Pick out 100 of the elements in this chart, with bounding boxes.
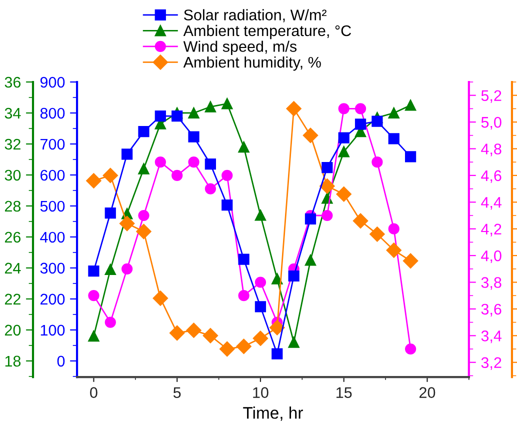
y3-tick-label: 3,2 [481,357,502,370]
point [88,330,100,342]
y3-tick-label: 4,4 [481,197,502,210]
point [138,210,150,222]
point [338,146,350,158]
point [122,263,133,274]
point [220,341,235,357]
point [86,173,102,188]
x-tick-label: 5 [173,387,181,398]
point [404,100,416,111]
point [222,199,233,211]
point [304,213,316,225]
y2-tick-label: 28 [4,200,21,212]
point [172,170,183,181]
point [188,107,200,119]
y2-tick-label: 36 [4,76,21,88]
y-tick-label: 500 [40,200,65,212]
point [370,226,385,242]
point [138,126,150,138]
point [286,101,302,116]
point [88,265,100,277]
legend-label: Ambient temperature, °C [183,24,352,40]
point [352,213,368,228]
x-tick-label: 10 [253,387,268,398]
point [272,348,283,360]
y-tick-label: 300 [40,262,65,274]
legend-label: Wind speed, m/s [183,40,297,55]
point [104,264,116,276]
point [186,322,202,338]
y2-tick-label: 22 [4,294,20,304]
point [372,116,383,127]
point [170,325,185,341]
point [338,103,350,114]
y-tick-label: 200 [40,294,65,305]
y3-tick-label: 4,6 [481,170,502,183]
y3-tick-label: 3,4 [481,330,502,344]
point [254,210,266,221]
point [288,270,300,282]
point [388,107,400,119]
y-tick-label: 800 [40,108,65,119]
point [152,290,168,306]
point [104,316,116,328]
point [154,156,166,168]
point [204,158,216,170]
point [204,183,216,194]
point [404,343,416,355]
point [304,254,316,266]
point [138,163,150,174]
x-tick-label: 20 [420,387,436,398]
y2-tick-label: 26 [4,232,21,243]
point [270,320,285,336]
point [222,170,233,181]
point [320,178,335,194]
point [336,186,352,202]
point [202,328,218,344]
point [172,110,183,122]
y3-tick-label: 3,8 [481,277,502,290]
y2-tick-label: 18 [5,356,21,367]
point [154,110,166,122]
y2-tick-label: 24 [4,262,21,274]
point [222,98,233,110]
point [238,142,250,153]
y3-tick-label: 4,8 [481,144,502,156]
point [252,330,268,346]
y-tick-label: 700 [40,138,65,150]
point [288,336,300,348]
point [322,210,333,222]
point [404,151,416,162]
point [104,208,116,219]
point [119,216,135,232]
legend-label: Ambient humidity, % [183,56,321,71]
y2-tick-label: 32 [4,138,20,150]
y2-tick-label: 34 [4,108,21,119]
y-tick-label: 400 [40,232,65,243]
y-tick-label: 600 [40,170,65,181]
point [386,242,402,258]
y3-tick-label: 4,2 [481,224,502,236]
legend-label: Solar radiation, W/m² [184,9,326,22]
point [388,223,400,234]
point [238,290,250,302]
y3-tick-label: 5,2 [481,90,502,103]
point [254,276,266,288]
point [122,148,133,160]
point [136,224,152,240]
point [272,273,283,284]
point [102,168,118,184]
point [322,162,333,174]
y2-tick-label: 20 [4,324,21,336]
point [338,132,350,144]
point [354,118,366,130]
x-axis-title: Time, hr [243,406,303,421]
y2-tick-label: 30 [4,170,21,181]
point [88,290,100,302]
y-tick-label: 0 [57,356,65,367]
y3-tick-label: 3,6 [481,304,502,316]
point [372,156,383,168]
point [188,156,200,168]
point [402,253,418,268]
point [254,301,266,312]
y-tick-label: 900 [40,76,65,88]
